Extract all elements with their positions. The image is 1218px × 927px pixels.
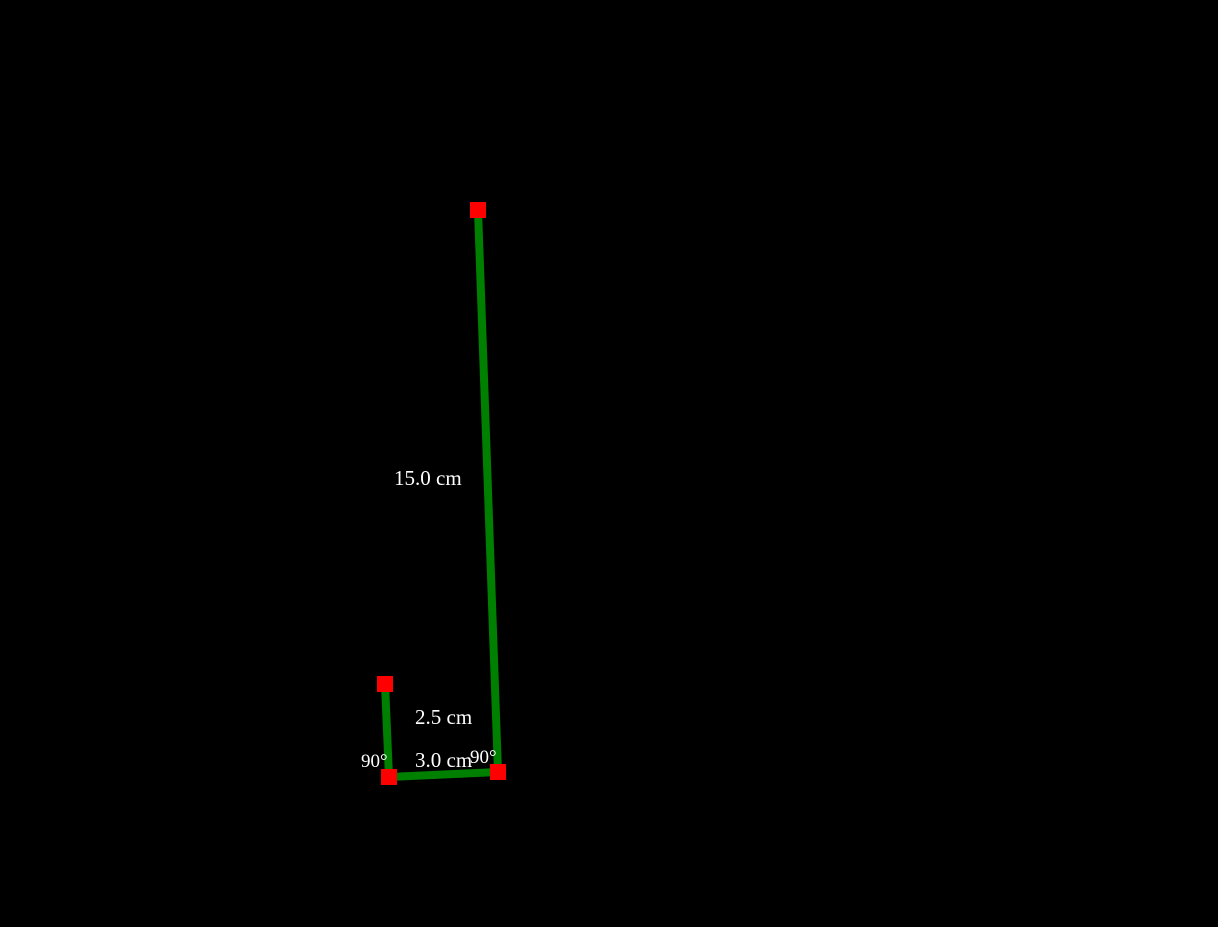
vertex-handle-small-top[interactable] — [377, 676, 393, 692]
segment-2-5cm[interactable] — [381, 683, 393, 778]
vertex-handle-bottom-left[interactable] — [381, 769, 397, 785]
angle-label-bottom-right: 90° — [470, 747, 497, 768]
angle-label-bottom-left: 90° — [361, 751, 388, 772]
segment-15cm[interactable] — [474, 209, 502, 773]
length-label-3cm: 3.0 cm — [415, 748, 472, 772]
length-label-2-5cm: 2.5 cm — [415, 705, 472, 729]
segment-3cm[interactable] — [388, 768, 499, 781]
length-label-15cm: 15.0 cm — [394, 466, 462, 490]
vertex-handle-bottom-right[interactable] — [490, 764, 506, 780]
vertex-handle-top[interactable] — [470, 202, 486, 218]
